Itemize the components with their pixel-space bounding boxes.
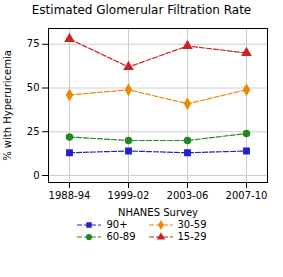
- svg-text:75: 75: [27, 38, 40, 49]
- svg-text:2003-06: 2003-06: [167, 190, 209, 201]
- svg-text:0: 0: [33, 170, 39, 181]
- svg-text:1999-02: 1999-02: [108, 190, 150, 201]
- html-text:60-89: 60-89: [106, 231, 136, 242]
- svg-text:1988-94: 1988-94: [49, 190, 91, 201]
- svg-text:50: 50: [27, 82, 40, 93]
- html-text:90+: 90+: [106, 219, 128, 230]
- html-text:Estimated Glomerular Filtratio: Estimated Glomerular Filtration Rate: [31, 3, 252, 17]
- html-text:15-29: 15-29: [177, 231, 207, 242]
- svg-text:NHANES Survey: NHANES Survey: [118, 207, 198, 218]
- html-text:30-59: 30-59: [177, 219, 207, 230]
- svg-text:25: 25: [27, 126, 40, 137]
- svg-text:2007-10: 2007-10: [226, 190, 268, 201]
- svg-text:% with Hyperuricemia: % with Hyperuricemia: [2, 50, 13, 161]
